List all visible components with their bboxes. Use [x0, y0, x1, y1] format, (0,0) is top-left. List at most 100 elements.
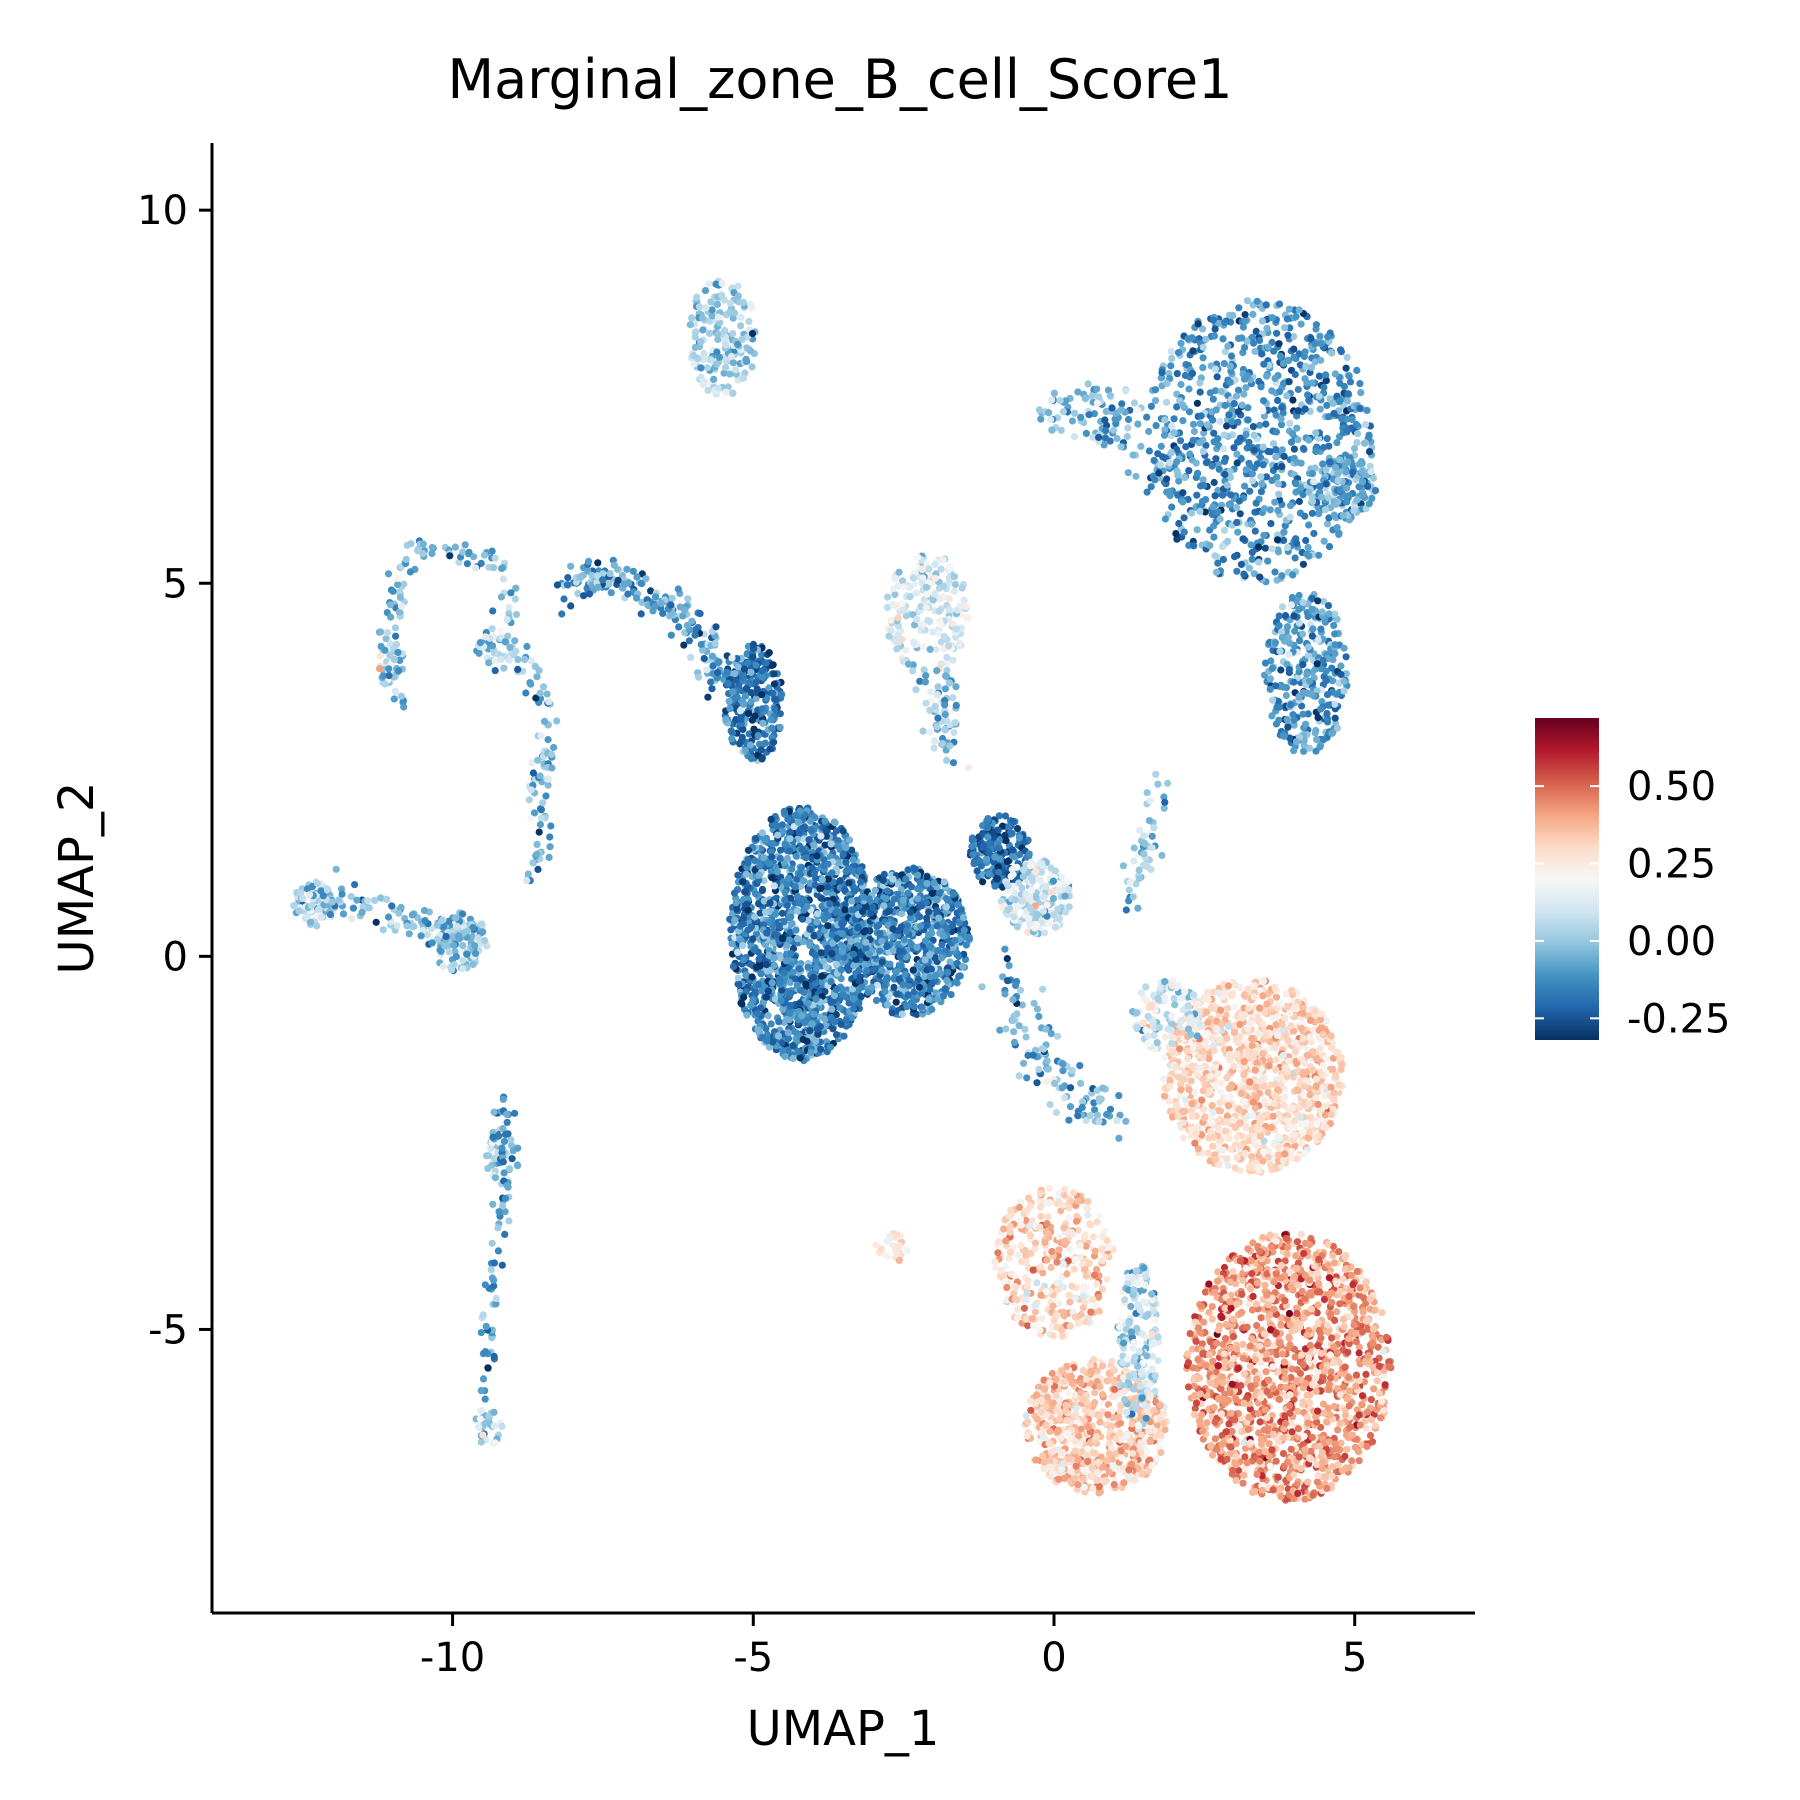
scatter-point — [933, 907, 941, 915]
scatter-point — [1348, 415, 1356, 424]
scatter-point — [857, 878, 865, 886]
scatter-point — [782, 957, 790, 965]
scatter-point — [1246, 487, 1254, 495]
scatter-point — [1299, 710, 1307, 718]
scatter-point — [1282, 691, 1290, 700]
scatter-point — [881, 987, 889, 996]
scatter-point — [1277, 666, 1285, 674]
scatter-point — [1323, 401, 1331, 409]
scatter-point — [729, 359, 738, 367]
scatter-point — [907, 883, 916, 891]
scatter-point — [1266, 448, 1274, 456]
scatter-point — [1170, 415, 1178, 423]
scatter-point — [1308, 493, 1316, 501]
scatter-point — [1271, 498, 1279, 506]
scatter-point — [930, 879, 938, 887]
scatter-point — [933, 667, 941, 675]
scatter-point — [1314, 714, 1322, 722]
scatter-point — [1252, 499, 1260, 507]
scatter-point — [1221, 401, 1229, 409]
scatter-point — [762, 659, 770, 667]
scatter-point — [882, 976, 890, 985]
scatter-point — [1320, 537, 1328, 545]
scatter-point — [845, 836, 854, 844]
scatter-point — [915, 983, 924, 991]
scatter-point — [749, 935, 757, 943]
scatter-point — [1326, 458, 1334, 466]
scatter-point — [1036, 876, 1045, 885]
scatter-point — [740, 956, 748, 964]
scatter-point — [1325, 543, 1334, 551]
scatter-point — [765, 649, 773, 657]
scatter-point — [1312, 321, 1320, 329]
scatter-point — [806, 925, 814, 933]
scatter-point — [1279, 683, 1287, 691]
scatter-point — [946, 679, 954, 687]
scatter-point — [1315, 392, 1323, 400]
scatter-point — [1315, 372, 1323, 380]
scatter-point — [1238, 401, 1246, 409]
scatter-point — [1298, 483, 1306, 492]
scatter-point — [1240, 390, 1248, 398]
scatter-point — [766, 745, 774, 753]
scatter-point — [1102, 427, 1110, 435]
scatter-point — [1032, 893, 1040, 902]
scatter-point — [1152, 422, 1160, 430]
scatter-point — [750, 725, 758, 733]
scatter-point — [902, 646, 910, 654]
scatter-point — [832, 985, 840, 994]
scatter-point — [1250, 339, 1258, 347]
scatter-point — [937, 954, 946, 962]
scatter-point — [805, 886, 813, 894]
scatter-point — [1327, 348, 1335, 357]
scatter-point — [1025, 850, 1033, 858]
scatter-point — [824, 944, 832, 952]
scatter-point — [1224, 537, 1232, 545]
scatter-point — [1226, 467, 1234, 475]
scatter-point — [1195, 439, 1203, 447]
scatter-point — [1048, 396, 1056, 404]
scatter-point — [1177, 339, 1185, 347]
scatter-point — [854, 923, 862, 932]
scatter-point — [1342, 468, 1350, 476]
scatter-point — [949, 656, 957, 664]
scatter-point — [1268, 314, 1277, 322]
scatter-point — [707, 356, 715, 364]
scatter-point — [893, 990, 901, 998]
scatter-point — [758, 667, 766, 675]
scatter-point — [1045, 919, 1054, 927]
scatter-point — [762, 908, 770, 916]
scatter-point — [913, 943, 921, 951]
scatter-point — [1015, 834, 1024, 842]
scatter-point — [899, 896, 907, 904]
scatter-point — [1356, 380, 1364, 388]
scatter-point — [808, 827, 816, 835]
scatter-point — [1055, 915, 1064, 923]
scatter-point — [1230, 444, 1238, 452]
scatter-point — [879, 876, 887, 884]
scatter-point — [752, 890, 760, 898]
scatter-point — [1227, 352, 1236, 360]
scatter-point — [1285, 666, 1293, 674]
scatter-point — [727, 352, 736, 360]
scatter-point — [1180, 514, 1188, 522]
scatter-point — [1287, 438, 1295, 446]
scatter-point — [1147, 402, 1155, 410]
scatter-point — [1197, 412, 1205, 420]
scatter-point — [1302, 536, 1310, 545]
scatter-point — [1340, 382, 1349, 391]
scatter-point — [1226, 362, 1234, 370]
scatter-point — [855, 966, 863, 975]
scatter-point — [768, 874, 776, 882]
scatter-point — [737, 716, 745, 724]
scatter-point — [1301, 405, 1309, 413]
scatter-point — [840, 1032, 848, 1040]
scatter-point — [803, 902, 811, 911]
scatter-point — [1196, 379, 1204, 387]
scatter-point — [1019, 866, 1027, 874]
scatter-point — [1305, 552, 1313, 560]
scatter-point — [1221, 348, 1229, 356]
scatter-point — [740, 700, 748, 708]
scatter-point — [1312, 726, 1320, 735]
scatter-point — [1130, 399, 1138, 407]
